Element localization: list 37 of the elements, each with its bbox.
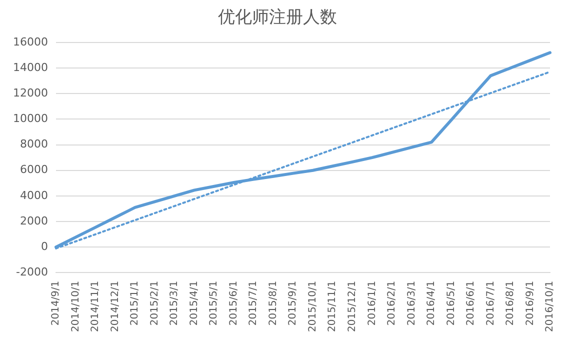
y-tick-label: 4000: [20, 188, 48, 202]
x-tick-label: 2014/11/1: [90, 280, 102, 332]
y-tick-label: -2000: [16, 266, 48, 279]
x-tick-label: 2015/11/1: [327, 280, 338, 332]
x-tick-label: 2015/7/1: [248, 280, 260, 326]
y-tick-label: 0: [40, 240, 48, 253]
x-tick-label: 2016/2/1: [386, 280, 398, 326]
chart-title: 优化师注册人数: [218, 8, 337, 28]
y-tick-label: 2000: [20, 214, 48, 228]
x-tick-label: 2016/8/1: [505, 280, 516, 326]
x-tick-label: 2014/12/1: [110, 280, 121, 332]
x-tick-label: 2016/3/1: [406, 280, 418, 326]
y-tick-label: 10000: [12, 112, 48, 126]
x-tick-label: 2015/12/1: [346, 280, 358, 332]
x-tick-label: 2016/4/1: [426, 280, 438, 326]
x-tick-label: 2015/8/1: [268, 280, 279, 326]
x-tick-label: 2015/10/1: [307, 280, 318, 332]
x-tick-label: 2016/10/1: [544, 280, 556, 332]
x-tick-label: 2015/6/1: [228, 280, 240, 326]
x-tick-label: 2016/1/1: [366, 280, 378, 326]
x-tick-label: 2015/3/1: [169, 280, 180, 326]
y-tick-label: 6000: [20, 163, 48, 176]
x-tick-label: 2016/9/1: [524, 280, 536, 326]
x-tick-label: 2015/4/1: [188, 280, 200, 326]
x-tick-label: 2016/7/1: [485, 280, 496, 326]
y-tick-label: 12000: [12, 86, 48, 100]
x-tick-label: 2014/9/1: [50, 280, 62, 326]
x-tick-label: 2015/5/1: [208, 280, 220, 326]
x-tick-label: 2015/9/1: [288, 280, 299, 326]
x-tick-label: 2016/5/1: [446, 280, 457, 326]
x-tick-label: 2015/2/1: [149, 280, 160, 326]
x-tick-label: 2014/10/1: [70, 280, 82, 332]
x-tick-label: 2016/6/1: [466, 280, 477, 326]
y-tick-label: 8000: [20, 138, 48, 151]
y-tick-label: 16000: [12, 35, 48, 48]
y-tick-label: 14000: [12, 60, 48, 74]
x-tick-label: 2015/1/1: [130, 280, 141, 326]
